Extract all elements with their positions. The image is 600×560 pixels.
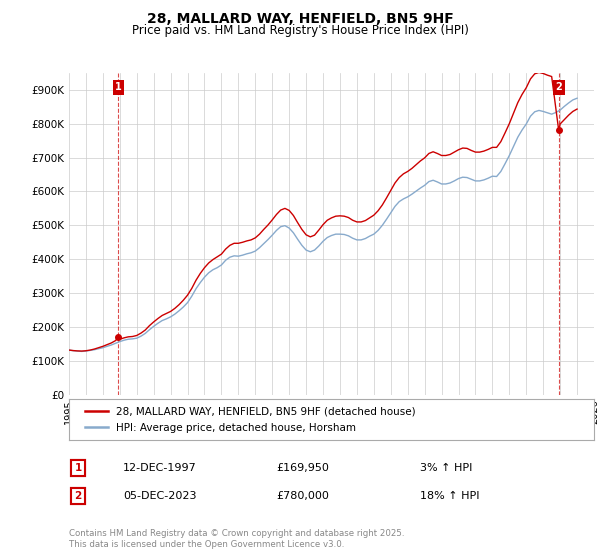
- Text: 1: 1: [74, 463, 82, 473]
- Text: 12-DEC-1997: 12-DEC-1997: [123, 463, 197, 473]
- Text: 1: 1: [115, 82, 122, 92]
- Text: £780,000: £780,000: [276, 491, 329, 501]
- Text: Price paid vs. HM Land Registry's House Price Index (HPI): Price paid vs. HM Land Registry's House …: [131, 24, 469, 36]
- Text: 28, MALLARD WAY, HENFIELD, BN5 9HF: 28, MALLARD WAY, HENFIELD, BN5 9HF: [146, 12, 454, 26]
- Text: 2: 2: [74, 491, 82, 501]
- Text: 3% ↑ HPI: 3% ↑ HPI: [420, 463, 472, 473]
- Text: 2: 2: [74, 491, 82, 501]
- Legend: 28, MALLARD WAY, HENFIELD, BN5 9HF (detached house), HPI: Average price, detache: 28, MALLARD WAY, HENFIELD, BN5 9HF (deta…: [79, 401, 421, 438]
- Text: 18% ↑ HPI: 18% ↑ HPI: [420, 491, 479, 501]
- Text: Contains HM Land Registry data © Crown copyright and database right 2025.
This d: Contains HM Land Registry data © Crown c…: [69, 529, 404, 549]
- Text: £169,950: £169,950: [276, 463, 329, 473]
- Text: 05-DEC-2023: 05-DEC-2023: [123, 491, 197, 501]
- Text: 1: 1: [74, 463, 82, 473]
- Text: 2: 2: [556, 82, 562, 92]
